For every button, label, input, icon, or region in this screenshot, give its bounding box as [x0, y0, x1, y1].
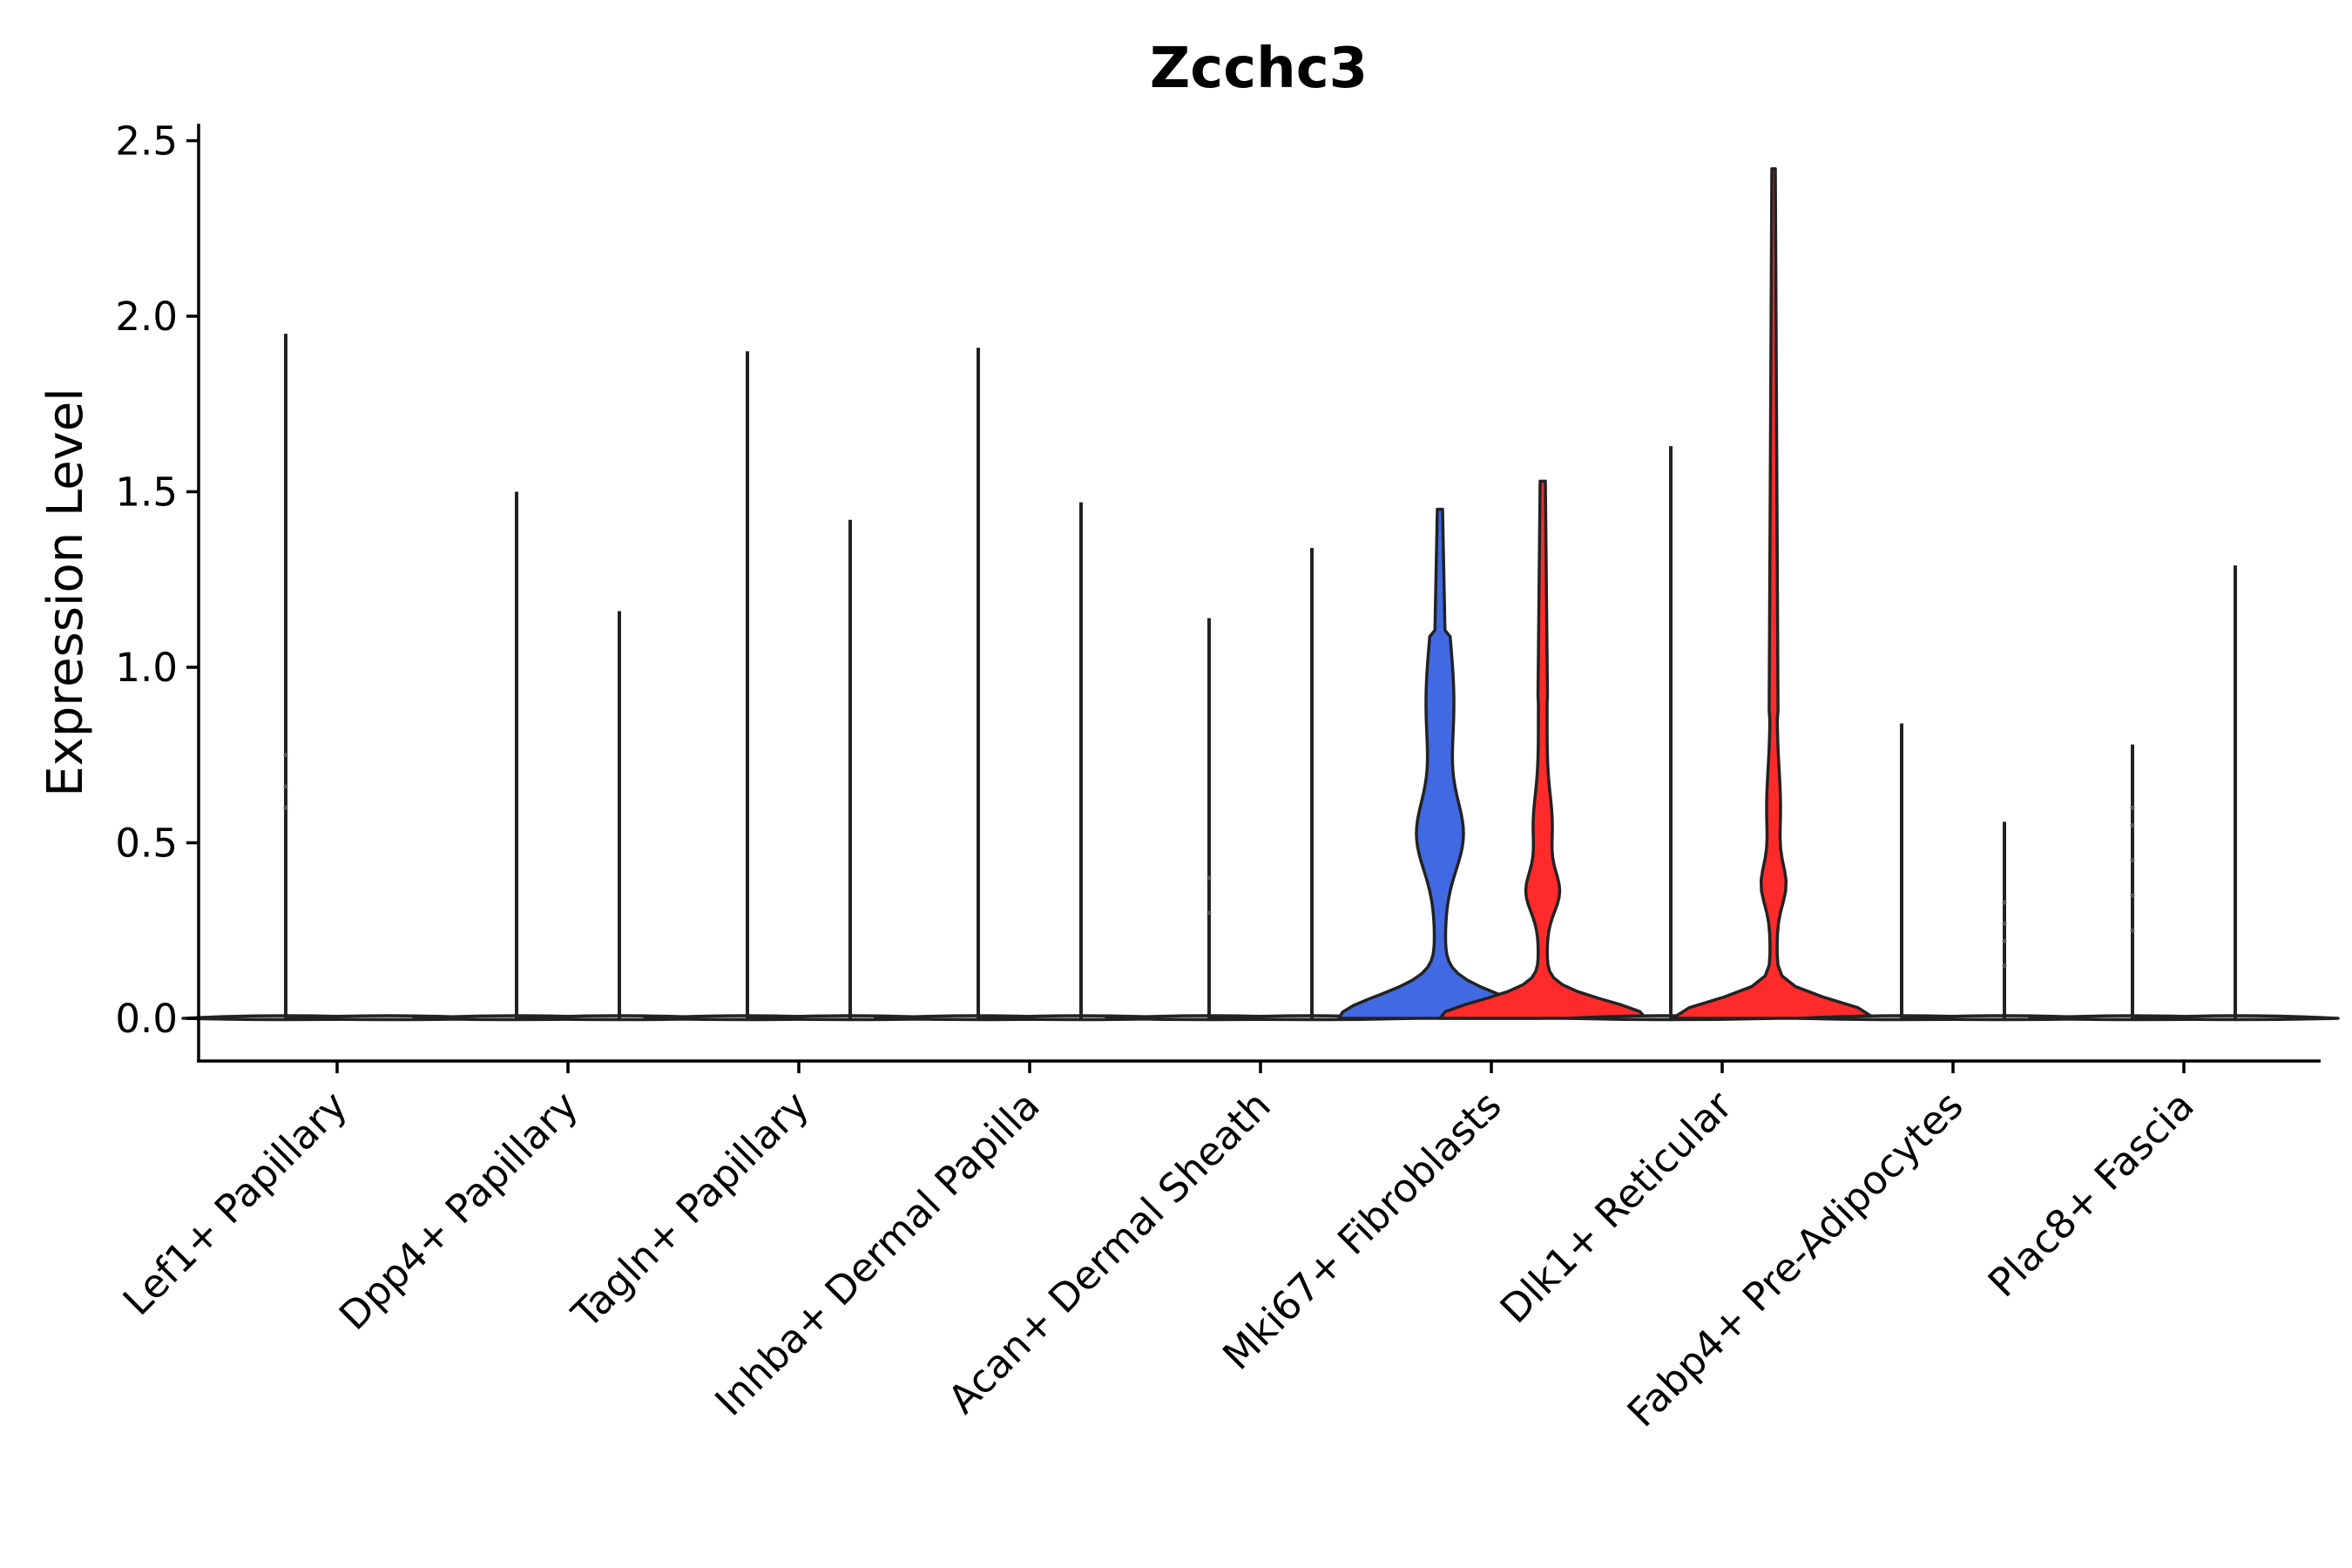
- data-point: [2002, 900, 2007, 905]
- y-tick-label: 1.0: [115, 645, 178, 691]
- data-point: [2002, 938, 2007, 943]
- plot-area: [181, 166, 2340, 1022]
- violin-group: [643, 351, 955, 1022]
- violin-group: [1337, 479, 1647, 1020]
- x-tick-label: Tagln+ Papillary: [563, 1082, 818, 1337]
- y-tick-label: 1.5: [115, 470, 178, 516]
- violin-body: [1337, 507, 1543, 1020]
- x-tick-label: Lef1+ Papillary: [114, 1082, 356, 1324]
- violin: [2131, 565, 2340, 1022]
- violin: [874, 348, 1083, 1022]
- violin: [1566, 446, 1775, 1022]
- violin: [1900, 821, 2109, 1022]
- violin-body: [1438, 479, 1647, 1020]
- violin-group: [1105, 547, 1416, 1022]
- x-tick-label: Dpp4+ Papillary: [330, 1082, 587, 1339]
- data-point: [283, 753, 288, 758]
- violin: [1207, 547, 1416, 1022]
- data-point: [2130, 893, 2135, 898]
- y-axis-label: Expression Level: [37, 388, 94, 797]
- violin-group: [412, 491, 724, 1022]
- violin: [181, 334, 390, 1022]
- data-point: [2130, 805, 2135, 810]
- data-point: [283, 805, 288, 810]
- y-tick-label: 0.5: [115, 821, 178, 867]
- violin: [1797, 723, 2006, 1022]
- violin: [1438, 479, 1647, 1020]
- violin: [1105, 618, 1314, 1022]
- violin: [515, 611, 724, 1022]
- data-point: [283, 784, 288, 789]
- data-point: [2130, 928, 2135, 933]
- data-point: [2130, 858, 2135, 863]
- violin: [977, 502, 1186, 1022]
- x-tick-label: Plac8+ Fascia: [1979, 1082, 2203, 1306]
- violin: [746, 519, 955, 1022]
- violin: [643, 351, 852, 1022]
- y-axis-ticks: 0.0 0.5 1.0 1.5 2.0 2.5: [115, 118, 199, 1042]
- violin: [1671, 166, 1876, 1020]
- y-tick-label: 2.5: [115, 118, 178, 165]
- violin-group: [1797, 723, 2109, 1022]
- data-point: [2002, 921, 2007, 926]
- violin-group: [874, 348, 1186, 1022]
- violin-body: [1671, 166, 1876, 1020]
- violin: [1337, 507, 1543, 1020]
- data-point: [1206, 910, 1212, 916]
- data-point: [2130, 822, 2135, 828]
- violin-group: [181, 334, 493, 1022]
- y-tick-label: 0.0: [115, 996, 178, 1042]
- violin: [2028, 744, 2237, 1022]
- violin: [412, 491, 621, 1022]
- chart-title: Zcchc3: [1150, 37, 1368, 101]
- x-tick-label: Dlk1+ Reticular: [1491, 1082, 1741, 1332]
- y-tick-label: 2.0: [115, 294, 178, 340]
- violin-group: [2028, 565, 2340, 1022]
- violin-group: [1566, 166, 1876, 1022]
- data-point: [2002, 963, 2007, 969]
- data-point: [1206, 875, 1212, 881]
